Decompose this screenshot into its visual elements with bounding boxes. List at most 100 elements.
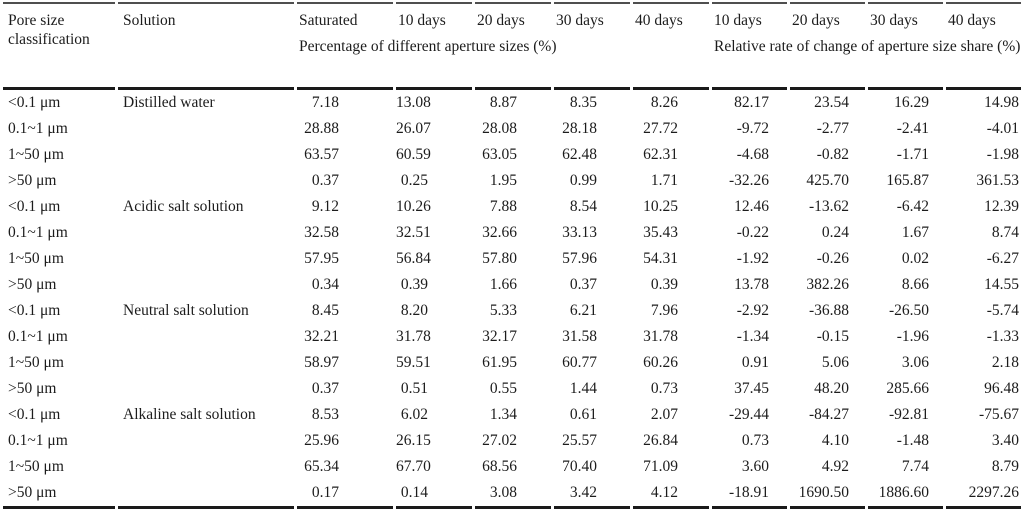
value-cell: -9.72: [736, 120, 769, 137]
solution-cell: [118, 220, 294, 246]
header-row-days: Pore size classification Solution Satura…: [3, 2, 1021, 48]
value-cell: 8.53: [311, 406, 339, 423]
col-header-solution: Solution: [118, 2, 294, 87]
solution-cell: Alkaline salt solution: [123, 406, 256, 423]
value-cell: 48.20: [814, 380, 849, 397]
value-cell: 0.55: [489, 380, 517, 397]
value-cell: 62.48: [562, 146, 597, 163]
value-cell: -92.81: [888, 406, 929, 423]
value-cell: 27.72: [643, 120, 678, 137]
value-cell: 1.67: [901, 224, 929, 241]
value-cell: 10.26: [396, 198, 431, 215]
table-row: 0.1~1 μm 28.88 26.07 28.08 28.18 27.72 -9.72 -2…: [3, 116, 1021, 142]
value-cell: 3.42: [554, 480, 630, 509]
col-header-rate-20-days: 20 days: [790, 2, 865, 37]
table-row: <0.1 μm Neutral salt solution 8.45 8.20 5.33…: [3, 298, 1021, 324]
value-cell: 59.51: [396, 354, 431, 371]
value-cell: -84.27: [808, 406, 849, 423]
value-cell: -0.15: [816, 328, 849, 345]
solution-cell: [118, 454, 294, 480]
value-cell: 65.34: [304, 458, 339, 475]
value-cell: -1.33: [986, 328, 1019, 345]
value-cell: 4.12: [633, 480, 709, 509]
col-header-pore-size: Pore size classification: [3, 2, 115, 87]
pore-size-cell: 1~50 μm: [8, 458, 64, 475]
value-cell: 33.13: [562, 224, 597, 241]
value-cell: 68.56: [482, 458, 517, 475]
value-cell: -1.48: [896, 432, 929, 449]
value-cell: 27.02: [482, 432, 517, 449]
value-cell: 1886.60: [868, 480, 943, 509]
value-cell: -26.50: [888, 302, 929, 319]
value-cell: 8.20: [400, 302, 428, 319]
value-cell: -32.26: [728, 172, 769, 189]
value-cell: 57.96: [562, 250, 597, 267]
value-cell: 60.26: [643, 354, 678, 371]
solution-cell: Neutral salt solution: [123, 302, 249, 319]
table-row: <0.1 μm Distilled water 7.18 13.08 8.87 8.35 8…: [3, 87, 1021, 116]
table-row: >50 μm 0.37 0.25 1.95 0.99 1.71 -32.26 425.70 16…: [3, 168, 1021, 194]
table-row: >50 μm 0.17 0.14 3.08 3.42 4.12 -18.91 1690.50 1…: [3, 480, 1021, 509]
value-cell: 5.33: [489, 302, 517, 319]
pore-size-cell: <0.1 μm: [3, 87, 115, 116]
value-cell: -13.62: [808, 198, 849, 215]
value-cell: 12.39: [984, 198, 1019, 215]
value-cell: 4.92: [821, 458, 849, 475]
value-cell: 14.55: [984, 276, 1019, 293]
pore-size-cell: >50 μm: [8, 276, 57, 293]
col-header-percent-10-days: 10 days: [396, 2, 472, 37]
solution-cell: [118, 324, 294, 350]
value-cell: 0.91: [741, 354, 769, 371]
table-row: 1~50 μm 58.97 59.51 61.95 60.77 60.26 0.91 5.06…: [3, 350, 1021, 376]
value-cell: -6.27: [986, 250, 1019, 267]
table-row: 1~50 μm 63.57 60.59 63.05 62.48 62.31 -4.68 -0.…: [3, 142, 1021, 168]
value-cell: 32.21: [304, 328, 339, 345]
value-cell: 1690.50: [790, 480, 865, 509]
solution-cell: [118, 376, 294, 402]
table-row: 0.1~1 μm 32.58 32.51 32.66 33.13 35.43 -0.22 0.…: [3, 220, 1021, 246]
value-cell: 67.70: [396, 458, 431, 475]
value-cell: 8.74: [991, 224, 1019, 241]
value-cell: 23.54: [790, 87, 865, 116]
pore-size-cell: <0.1 μm: [8, 198, 61, 215]
pore-size-cell: 1~50 μm: [8, 250, 64, 267]
value-cell: 32.51: [396, 224, 431, 241]
solution-cell: [118, 116, 294, 142]
value-cell: 2.07: [650, 406, 678, 423]
pore-size-cell: 0.1~1 μm: [8, 432, 68, 449]
value-cell: 7.74: [901, 458, 929, 475]
table-body: <0.1 μm Distilled water 7.18 13.08 8.87 8.35 8…: [3, 87, 1021, 509]
value-cell: 1.34: [489, 406, 517, 423]
value-cell: 285.66: [886, 380, 929, 397]
value-cell: 28.18: [562, 120, 597, 137]
value-cell: 32.17: [482, 328, 517, 345]
value-cell: 71.09: [643, 458, 678, 475]
value-cell: -1.96: [896, 328, 929, 345]
value-cell: 1.71: [650, 172, 678, 189]
value-cell: -75.67: [978, 406, 1019, 423]
value-cell: 31.78: [396, 328, 431, 345]
value-cell: 0.37: [311, 172, 339, 189]
solution-cell: Distilled water: [118, 87, 294, 116]
pore-size-cell: >50 μm: [3, 480, 115, 509]
value-cell: 28.88: [304, 120, 339, 137]
pore-size-cell: 1~50 μm: [8, 146, 64, 163]
value-cell: 60.77: [562, 354, 597, 371]
table-row: <0.1 μm Acidic salt solution 9.12 10.26 7.88…: [3, 194, 1021, 220]
group-header-percentage: Percentage of different aperture sizes (…: [299, 38, 557, 55]
pore-size-cell: >50 μm: [8, 380, 57, 397]
value-cell: 0.39: [400, 276, 428, 293]
solution-cell: Acidic salt solution: [123, 198, 244, 215]
value-cell: 361.53: [976, 172, 1019, 189]
value-cell: 26.84: [643, 432, 678, 449]
value-cell: -1.98: [986, 146, 1019, 163]
table-row: >50 μm 0.34 0.39 1.66 0.37 0.39 13.78 382.26 8.6…: [3, 272, 1021, 298]
value-cell: -6.42: [896, 198, 929, 215]
value-cell: -2.92: [736, 302, 769, 319]
value-cell: 0.73: [650, 380, 678, 397]
value-cell: 13.78: [734, 276, 769, 293]
solution-cell: [118, 480, 294, 509]
col-header-rate-30-days: 30 days: [868, 2, 943, 37]
